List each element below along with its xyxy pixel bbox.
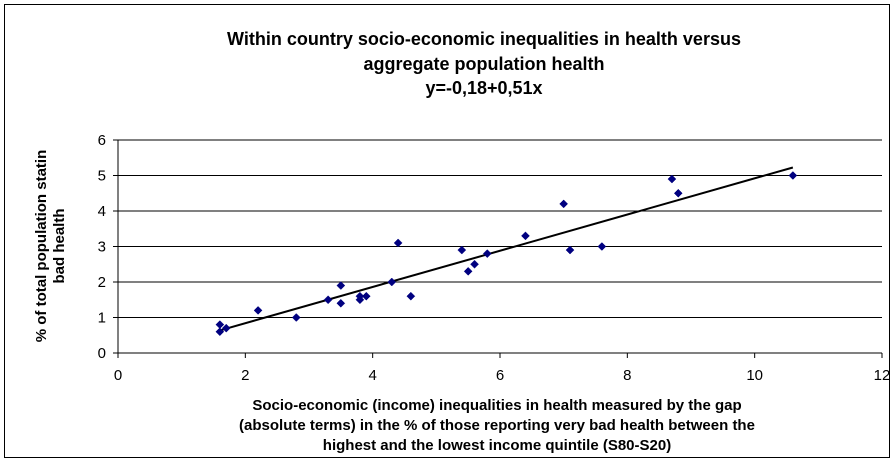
- y-tick-label-6: 6: [98, 132, 106, 149]
- data-point-2: [221, 323, 231, 333]
- data-point-17: [482, 249, 492, 258]
- x-tick-label-1: 2: [241, 367, 249, 384]
- data-point-3: [253, 306, 263, 315]
- y-tick-label-1: 1: [98, 310, 106, 327]
- x-tick-label-5: 10: [746, 367, 763, 384]
- data-point-6: [336, 281, 346, 290]
- x-tick-label-6: 12: [874, 367, 891, 384]
- trendline-group: [219, 166, 794, 332]
- data-point-23: [673, 188, 683, 198]
- x-tick-label-3: 6: [496, 367, 504, 384]
- chart-frame: [4, 4, 890, 458]
- x-tick-label-4: 8: [623, 367, 631, 384]
- y-tick-label-5: 5: [98, 168, 106, 185]
- data-point-20: [565, 245, 575, 255]
- data-point-11: [387, 277, 397, 287]
- data-point-5: [323, 295, 333, 305]
- data-point-9: [355, 295, 365, 305]
- data-point-16: [470, 259, 479, 269]
- axes: [113, 139, 883, 358]
- trendline: [219, 166, 794, 332]
- data-point-13: [406, 291, 416, 301]
- y-axis-label-line-2: bad health: [51, 208, 68, 283]
- y-tick-label-0: 0: [98, 345, 106, 362]
- y-tick-label-4: 4: [98, 203, 106, 220]
- x-axis-label-line-3: highest and the lowest income quintile (…: [323, 437, 671, 454]
- data-point-18: [521, 231, 530, 241]
- data-point-19: [559, 199, 569, 209]
- x-axis-label-line-1: Socio-economic (income) inequalities in …: [252, 397, 741, 414]
- data-point-21: [597, 242, 607, 251]
- data-point-14: [457, 245, 467, 255]
- data-point-24: [788, 171, 798, 180]
- x-axis-label-line-2: (absolute terms) in the % of those repor…: [239, 417, 755, 434]
- data-points: [215, 171, 798, 337]
- chart-title-line-1: Within country socio-economic inequaliti…: [227, 29, 741, 49]
- y-tick-label-2: 2: [98, 274, 106, 291]
- data-point-4: [291, 313, 301, 322]
- y-tick-labels: 0 1 2 3 4 5 6: [98, 132, 106, 362]
- data-point-12: [393, 238, 403, 248]
- data-point-1: [215, 327, 225, 337]
- x-tick-label-0: 0: [114, 367, 122, 384]
- gridlines: [118, 139, 882, 318]
- y-axis-label-line-1: % of total population statin: [33, 150, 50, 342]
- y-axis-label: % of total population statin bad health: [33, 150, 68, 342]
- chart-title-line-3: y=-0,18+0,51x: [425, 78, 542, 98]
- data-point-7: [336, 298, 346, 308]
- chart-title-line-2: aggregate population health: [363, 54, 604, 74]
- y-tick-label-3: 3: [98, 239, 106, 256]
- data-point-22: [667, 174, 677, 184]
- data-point-15: [463, 266, 473, 276]
- x-tick-labels: 0 2 4 6 8 10 12: [114, 367, 891, 384]
- chart-title: Within country socio-economic inequaliti…: [227, 29, 741, 98]
- data-point-10: [361, 291, 371, 301]
- x-axis-label: Socio-economic (income) inequalities in …: [239, 397, 755, 454]
- x-tick-label-2: 4: [368, 367, 376, 384]
